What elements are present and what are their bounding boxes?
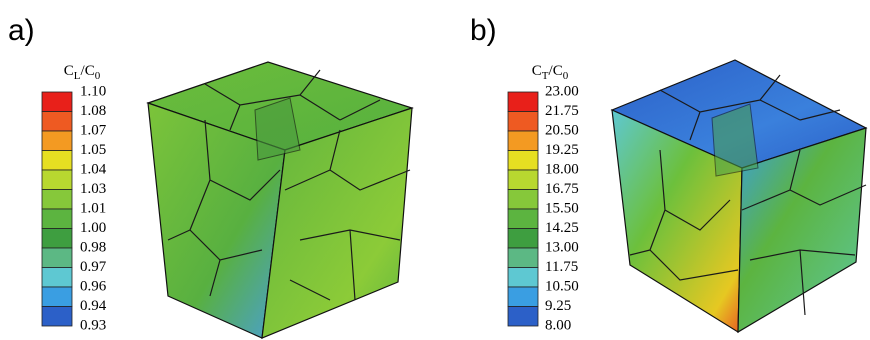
- panel-label: b): [470, 14, 497, 47]
- colorbar-label: 1.07: [80, 122, 107, 138]
- colorbar-label: 8.00: [545, 317, 571, 333]
- colorbar-label: 0.96: [80, 278, 107, 294]
- color-band: [41, 286, 73, 307]
- color-band: [41, 228, 73, 249]
- colorbar-title: CT/C0: [532, 63, 569, 81]
- color-band: [507, 286, 539, 307]
- color-band: [41, 169, 73, 190]
- colorbar-title: CL/C0: [64, 63, 101, 81]
- colorbar-label: 0.97: [80, 259, 107, 275]
- colorbar-label: 20.50: [545, 122, 579, 138]
- colorbar-label: 18.00: [545, 161, 579, 177]
- colorbar-label: 13.00: [545, 239, 579, 255]
- colorbar-label: 1.05: [80, 142, 106, 158]
- color-band: [507, 130, 539, 151]
- colorbar-label: 1.01: [80, 200, 106, 216]
- colorbar-label: 1.04: [80, 161, 107, 177]
- colorbar-label: 14.25: [545, 220, 579, 236]
- color-band: [507, 189, 539, 210]
- colorbar-label: 1.08: [80, 103, 106, 119]
- colorbar-label: 11.75: [545, 259, 578, 275]
- color-band: [507, 150, 539, 171]
- color-band: [41, 267, 73, 288]
- color-band: [41, 130, 73, 151]
- color-band: [41, 247, 73, 268]
- title-part: /C: [81, 63, 95, 79]
- color-band: [507, 267, 539, 288]
- title-part: /C: [549, 63, 563, 79]
- color-band: [507, 208, 539, 229]
- cube-a: [146, 61, 414, 339]
- color-band: [41, 91, 73, 112]
- color-band: [507, 247, 539, 268]
- colorbar-label: 1.00: [80, 220, 106, 236]
- title-part: 0: [563, 70, 569, 82]
- colorbar-label: 19.25: [545, 142, 579, 158]
- title-part: 0: [95, 70, 101, 82]
- title-part: C: [532, 63, 542, 79]
- color-band: [41, 306, 73, 327]
- color-band: [41, 189, 73, 210]
- colorbar-label: 9.25: [545, 298, 571, 314]
- title-part: T: [542, 70, 549, 82]
- colorbar-label: 16.75: [545, 181, 579, 197]
- color-band: [507, 91, 539, 112]
- color-band: [507, 306, 539, 327]
- title-part: C: [64, 63, 74, 79]
- colorbar-label: 1.03: [80, 181, 106, 197]
- colorbar-label: 0.98: [80, 239, 106, 255]
- color-band: [41, 150, 73, 171]
- colorbar-label: 0.94: [80, 298, 107, 314]
- color-band: [507, 228, 539, 249]
- colorbar-label: 15.50: [545, 200, 579, 216]
- color-band: [41, 111, 73, 132]
- color-band: [507, 169, 539, 190]
- title-part: L: [74, 70, 81, 82]
- color-band: [41, 208, 73, 229]
- panel-label: a): [8, 14, 35, 47]
- colorbar-label: 0.93: [80, 317, 106, 333]
- color-band: [507, 111, 539, 132]
- colorbar-label: 10.50: [545, 278, 579, 294]
- colorbar-label: 21.75: [545, 103, 579, 119]
- colorbar-label: 1.10: [80, 83, 106, 99]
- colorbar-label: 23.00: [545, 83, 579, 99]
- cube-b: [610, 59, 868, 334]
